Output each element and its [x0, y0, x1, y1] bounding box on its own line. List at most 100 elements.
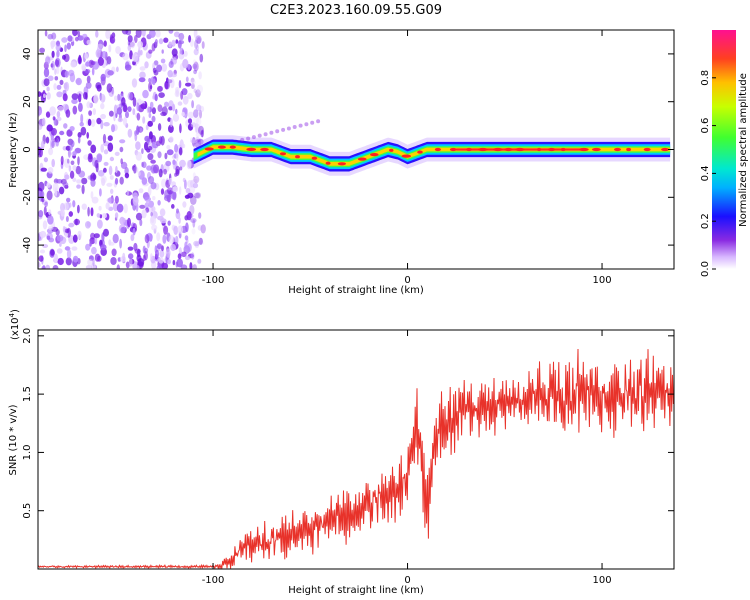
x-tick-label: -100	[202, 575, 225, 586]
noise-point	[196, 84, 203, 94]
noise-point	[132, 97, 137, 107]
noise-point	[146, 106, 151, 114]
noise-point	[92, 108, 97, 116]
noise-point	[116, 203, 124, 213]
noise-point	[77, 30, 81, 37]
track-peak	[401, 154, 412, 158]
noise-point	[187, 243, 192, 252]
noise-point	[195, 89, 201, 98]
noise-point	[76, 184, 81, 189]
noise-point	[66, 197, 71, 203]
noise-point	[175, 39, 179, 44]
noise-point	[94, 236, 98, 245]
noise-point	[155, 249, 159, 259]
noise-point	[159, 208, 166, 217]
noise-point	[151, 141, 156, 148]
noise-point	[181, 251, 187, 258]
noise-point	[69, 170, 75, 179]
spectrogram-ticks: -100 0 100 -40 -20 0 20 40	[22, 30, 674, 286]
noise-point	[83, 92, 88, 100]
noise-point	[165, 248, 171, 258]
noise-point	[127, 246, 134, 251]
noise-point	[41, 117, 46, 127]
noise-point	[115, 165, 118, 174]
noise-point	[175, 86, 180, 94]
noise-point	[83, 39, 87, 45]
noise-point	[99, 188, 102, 197]
noise-point	[158, 38, 164, 45]
noise-point	[114, 95, 118, 101]
noise-point	[45, 136, 50, 144]
noise-point	[57, 257, 64, 266]
noise-point	[185, 222, 189, 233]
noise-point	[97, 170, 105, 177]
noise-point	[114, 151, 120, 156]
noise-point	[119, 216, 125, 225]
noise-point	[38, 146, 41, 156]
noise-point	[179, 47, 184, 55]
noise-point	[105, 202, 110, 210]
noise-point	[86, 132, 89, 139]
noise-point	[160, 111, 167, 117]
noise-point	[148, 82, 153, 92]
noise-point	[192, 63, 197, 70]
noise-point	[119, 176, 124, 185]
noise-point	[42, 220, 48, 230]
track-peak	[493, 147, 503, 152]
track-peak	[477, 147, 488, 152]
noise-point	[103, 149, 109, 155]
noise-point	[198, 237, 203, 245]
secondary-streak	[257, 133, 262, 138]
noise-point	[77, 136, 81, 144]
noise-point	[85, 243, 91, 251]
noise-point	[178, 80, 182, 89]
noise-point	[124, 172, 130, 179]
noise-point	[87, 258, 93, 266]
noise-point	[86, 101, 91, 109]
noise-point	[138, 77, 146, 83]
track-peak	[279, 152, 287, 156]
noise-point	[177, 253, 182, 260]
noise-point	[164, 101, 169, 108]
noise-point	[77, 230, 82, 240]
noise-point	[200, 224, 206, 234]
noise-point	[190, 122, 197, 128]
noise-point	[148, 30, 156, 38]
y-tick-label: 20	[22, 95, 33, 108]
noise-point	[184, 241, 188, 249]
noise-point	[91, 196, 99, 204]
noise-point	[172, 190, 177, 201]
noise-point	[190, 139, 197, 144]
noise-point	[171, 39, 176, 47]
noise-point	[45, 111, 51, 118]
noise-point	[106, 56, 112, 65]
track-peak	[547, 147, 556, 152]
noise-point	[190, 218, 197, 223]
noise-point	[55, 44, 61, 52]
noise-point	[197, 138, 204, 145]
noise-point	[163, 225, 169, 235]
noise-point	[182, 95, 189, 105]
noise-point	[111, 248, 117, 257]
noise-point	[95, 49, 101, 58]
noise-point	[56, 111, 61, 118]
noise-point	[62, 146, 67, 151]
noise-point	[72, 200, 76, 208]
noise-point	[159, 250, 165, 258]
noise-point	[123, 203, 128, 214]
noise-point	[100, 144, 104, 153]
noise-point	[68, 235, 75, 244]
noise-point	[40, 140, 45, 150]
noise-point	[66, 129, 73, 137]
noise-point	[59, 79, 64, 86]
noise-point	[185, 82, 192, 87]
noise-point	[133, 164, 137, 174]
noise-point	[47, 215, 54, 225]
noise-point	[65, 257, 72, 266]
noise-point	[195, 132, 201, 138]
noise-point	[72, 165, 77, 171]
secondary-streak	[251, 135, 256, 140]
noise-point	[198, 212, 202, 219]
noise-point	[160, 58, 166, 64]
noise-point	[38, 210, 44, 218]
